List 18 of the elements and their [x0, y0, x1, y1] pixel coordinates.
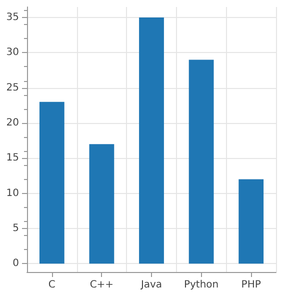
y-tick-label: 0 [12, 258, 19, 270]
bar [39, 102, 64, 264]
y-tick-label: 10 [6, 188, 19, 199]
y-tick-label: 30 [6, 47, 19, 58]
bar [89, 144, 114, 264]
y-tick-label: 5 [12, 222, 19, 234]
bar [139, 18, 164, 264]
y-tick-label: 20 [6, 117, 19, 128]
y-tick-label: 35 [6, 12, 19, 24]
x-tick-label: C [48, 280, 56, 290]
bar [238, 179, 264, 264]
x-tick-label: C++ [90, 280, 114, 290]
y-tick-label: 25 [6, 82, 19, 94]
x-tick-label: PHP [241, 280, 261, 290]
y-tick-label: 15 [6, 152, 19, 164]
x-tick-label: Python [184, 280, 219, 290]
x-tick-label: Java [140, 280, 162, 290]
bar [188, 60, 214, 264]
